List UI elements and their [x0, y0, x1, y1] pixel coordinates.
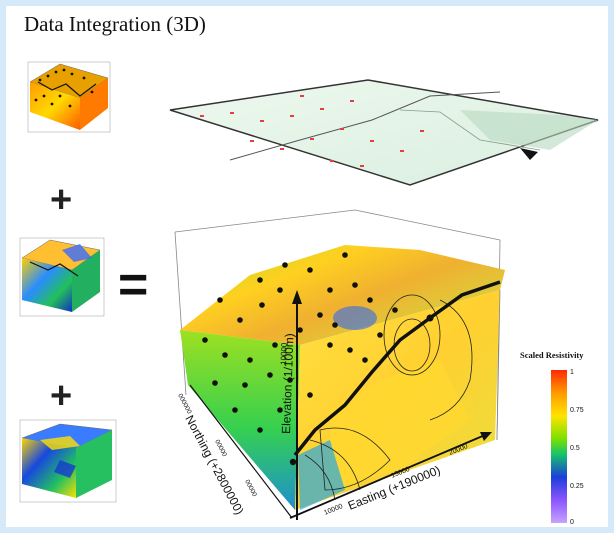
x-axis-tick-1: 10000 [323, 503, 344, 517]
survey-map [169, 79, 599, 186]
main-3d-block [174, 209, 505, 520]
equals-operator: = [118, 256, 148, 314]
north-arrow-icon [520, 148, 538, 160]
legend-title: Scaled Resistivity [520, 350, 584, 360]
legend-tick-1: 1 [570, 369, 574, 376]
legend-tick-0: 0 [570, 519, 574, 526]
input-block-3 [19, 419, 117, 503]
input-block-2 [19, 237, 105, 317]
input-block-1 [27, 61, 111, 133]
y-axis-tick-1: 000000 [176, 393, 193, 416]
legend-tick-075: 0.75 [570, 407, 584, 414]
plus-operator-2: + [50, 375, 72, 417]
figure-title: Data Integration (3D) [24, 12, 206, 36]
z-axis-label: Elevation (1/100m) [279, 333, 297, 434]
y-axis-tick-3: 00000 [243, 479, 258, 499]
plus-operator-1: + [50, 179, 72, 221]
resistivity-legend: Scaled Resistivity 1 0.75 0.5 0.25 0 [520, 350, 584, 526]
z-axis-tick: 10000 [279, 342, 289, 365]
legend-tick-05: 0.5 [570, 445, 580, 452]
legend-colorbar [551, 370, 567, 523]
legend-tick-025: 0.25 [570, 483, 584, 490]
